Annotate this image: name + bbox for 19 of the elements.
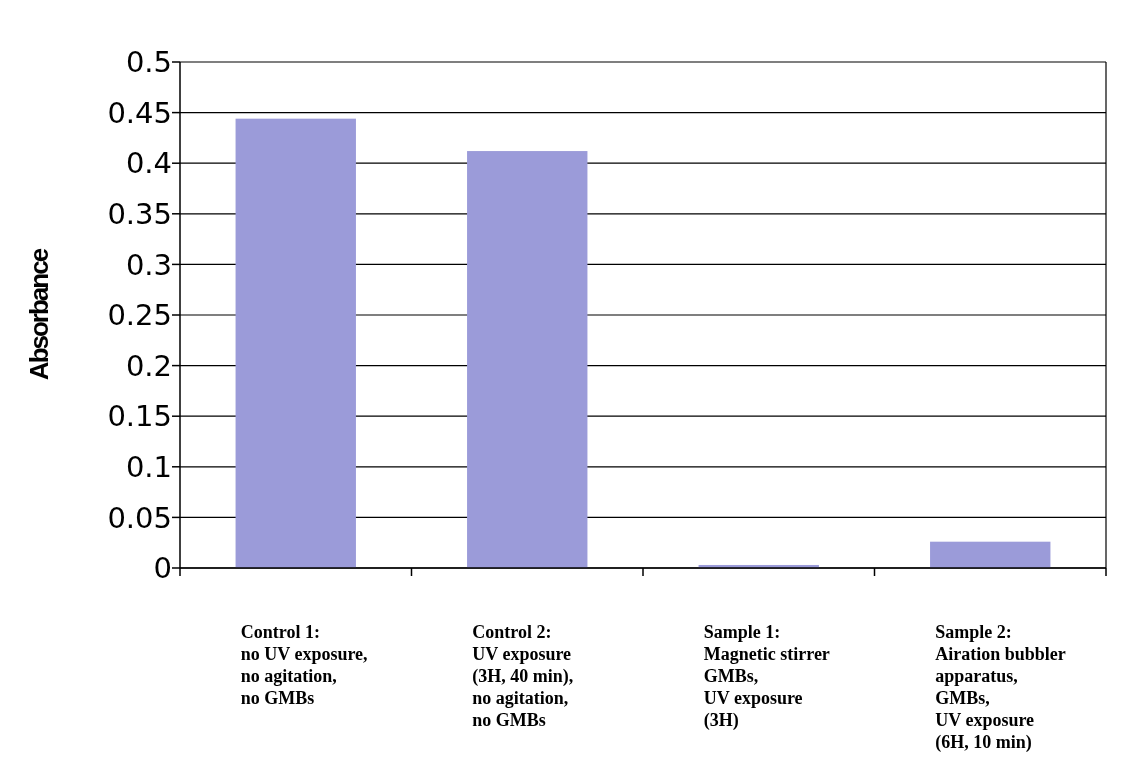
y-tick-label: 0.3 xyxy=(125,247,172,282)
bar xyxy=(930,541,1051,568)
y-tick-label: 0.2 xyxy=(125,348,172,383)
y-tick-label: 0.45 xyxy=(107,95,172,130)
y-tick-label: 0.5 xyxy=(125,45,172,80)
y-tick-label: 0.4 xyxy=(125,146,172,181)
y-tick-label: 0.25 xyxy=(107,298,172,333)
bar xyxy=(235,118,356,568)
y-axis-title: Absorbance xyxy=(24,248,54,381)
y-tick-label: 0.35 xyxy=(107,196,172,231)
bar xyxy=(467,151,588,568)
y-tick-label: 0 xyxy=(153,551,172,586)
x-tick-label: Sample 2: Airation bubbler apparatus, GMBs, UV exposure (6H, 10 min) xyxy=(935,622,1066,753)
y-tick-label: 0.05 xyxy=(107,500,172,535)
x-tick-label: Sample 1: Magnetic stirrer GMBs, UV exposure (3H) xyxy=(703,622,830,731)
y-tick-label: 0.1 xyxy=(125,449,172,484)
x-tick-label: Control 2: UV exposure (3H, 40 min), no agitation, no GMBs xyxy=(472,622,574,730)
x-tick-label: Control 1: no UV exposure, no agitation, no GMBs xyxy=(240,622,368,708)
y-tick-label: 0.15 xyxy=(107,399,172,434)
